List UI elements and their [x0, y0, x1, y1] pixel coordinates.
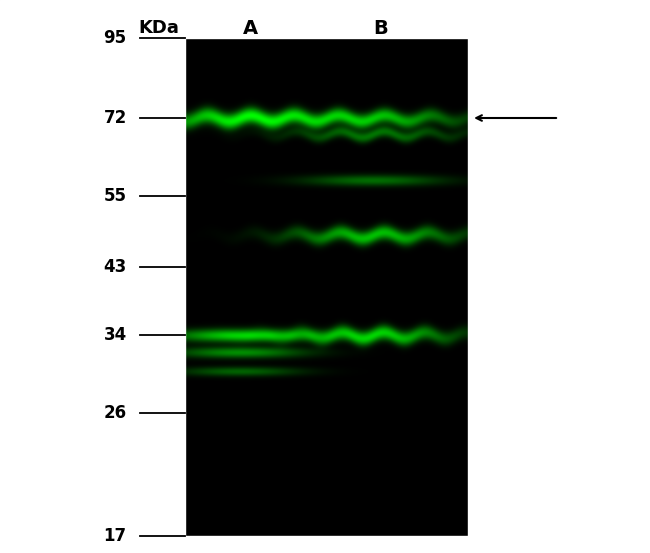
Text: 26: 26: [103, 404, 127, 422]
Text: 55: 55: [104, 187, 127, 205]
Text: 43: 43: [103, 258, 127, 276]
Text: 95: 95: [103, 29, 127, 47]
Text: 17: 17: [103, 527, 127, 545]
Text: A: A: [242, 19, 258, 38]
Bar: [0, 0, 650, 38]
Bar: [0, 0, 185, 553]
Text: 72: 72: [103, 109, 127, 127]
Text: B: B: [373, 19, 387, 38]
Bar: [0, 536, 650, 553]
Text: 34: 34: [103, 326, 127, 344]
Text: KDa: KDa: [139, 19, 179, 38]
Bar: [468, 0, 650, 553]
